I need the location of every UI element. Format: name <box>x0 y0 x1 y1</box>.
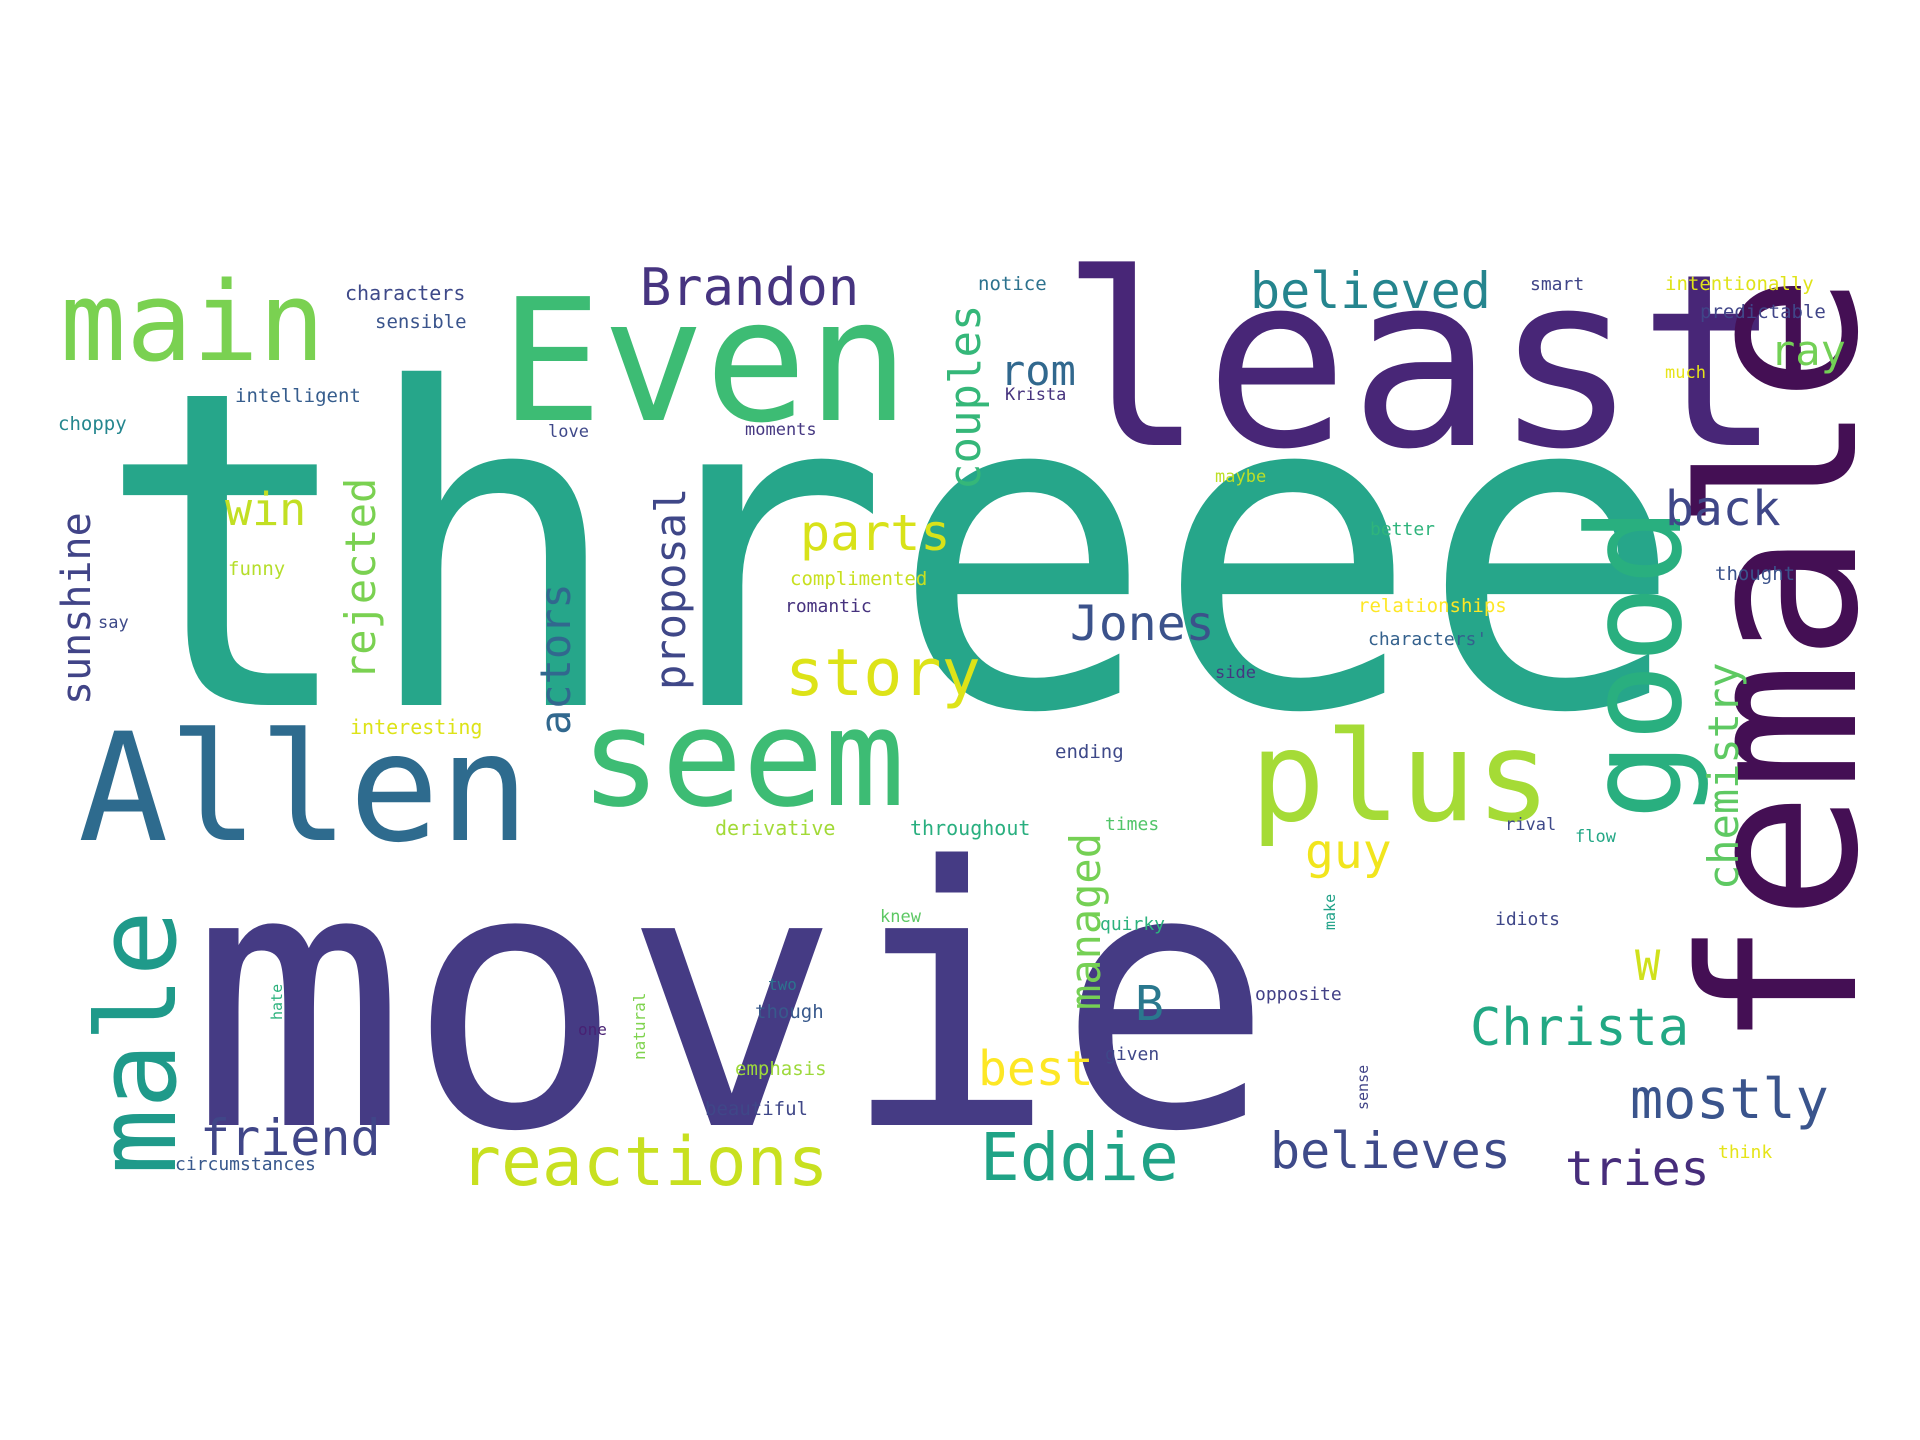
word-given: given <box>1105 1044 1159 1065</box>
word-plus: plus <box>1250 705 1551 850</box>
word-rejected: rejected <box>336 478 385 680</box>
word-funny: funny <box>228 558 285 580</box>
word-characters: characters <box>345 281 465 305</box>
word-friend: friend <box>200 1109 381 1167</box>
word-though: though <box>755 1001 824 1023</box>
word-quirky: quirky <box>1100 914 1165 935</box>
word-eddie: Eddie <box>980 1119 1179 1196</box>
word-two: two <box>768 975 797 994</box>
word-mostly: mostly <box>1630 1067 1829 1131</box>
word-circumstances: circumstances <box>175 1154 316 1175</box>
word-intentionally: intentionally <box>1665 273 1814 295</box>
word-back: back <box>1665 481 1781 537</box>
word-smart: smart <box>1530 274 1584 295</box>
word-flow: flow <box>1575 827 1617 847</box>
word-best: best <box>978 1041 1094 1097</box>
word-movie: movie <box>190 791 1274 1210</box>
word-parts: parts <box>800 504 951 562</box>
word-complimented: complimented <box>790 568 927 590</box>
word-love: love <box>548 422 589 442</box>
word-relationships: relationships <box>1358 595 1507 617</box>
word-much: much <box>1665 363 1706 383</box>
word-knew: knew <box>880 907 922 927</box>
word-thought: thought <box>1715 563 1795 585</box>
word-proposal: proposal <box>646 488 695 690</box>
word-make: make <box>1321 894 1339 930</box>
word-ending: ending <box>1055 741 1124 763</box>
word-reactions: reactions <box>460 1123 828 1202</box>
word-romantic: romantic <box>785 596 872 617</box>
word-guy: guy <box>1305 824 1392 880</box>
word-think: think <box>1718 1142 1772 1163</box>
word-times: times <box>1105 814 1159 835</box>
word-maybe: maybe <box>1215 467 1266 487</box>
word-ray: ray <box>1770 326 1846 375</box>
word-interesting: interesting <box>350 715 482 739</box>
word-intelligent: intelligent <box>235 385 361 407</box>
word-throughout: throughout <box>910 816 1030 840</box>
word-opposite: opposite <box>1255 984 1342 1005</box>
word-couples: couples <box>940 305 991 490</box>
word-believes: believes <box>1270 1122 1511 1180</box>
word-female: female <box>1655 273 1906 1050</box>
word-side: side <box>1215 663 1256 683</box>
word-rival: rival <box>1505 815 1556 835</box>
word-story: story <box>785 636 981 711</box>
word-w: W <box>1635 941 1661 990</box>
word-better: better <box>1370 519 1435 540</box>
word-characters: characters' <box>1368 629 1487 650</box>
word-idiots: idiots <box>1495 909 1560 930</box>
word-beautiful: beautiful <box>705 1098 808 1120</box>
word-derivative: derivative <box>715 816 835 840</box>
word-moments: moments <box>745 420 817 440</box>
word-threee: threee <box>95 297 1684 809</box>
word-natural: natural <box>630 993 649 1060</box>
word-win: win <box>225 483 306 536</box>
word-rom: rom <box>1000 346 1076 395</box>
word-main: main <box>60 258 325 386</box>
word-seem: seem <box>580 680 905 837</box>
word-notice: notice <box>978 273 1047 295</box>
word-actors: actors <box>531 583 580 735</box>
word-tries: tries <box>1565 1141 1710 1197</box>
word-sunshine: sunshine <box>54 512 100 705</box>
word-hate: hate <box>268 984 286 1020</box>
word-christa: Christa <box>1470 998 1689 1058</box>
word-choppy: choppy <box>58 413 127 435</box>
word-managed: managed <box>1061 833 1110 1010</box>
word-sense: sense <box>1354 1065 1372 1110</box>
word-predictable: predictable <box>1700 301 1826 323</box>
word-believed: believed <box>1250 262 1491 320</box>
word-brandon: Brandon <box>640 258 859 318</box>
word-one: one <box>578 1020 607 1039</box>
word-b: B <box>1135 976 1164 1032</box>
word-chemistry: chemistry <box>1699 662 1748 890</box>
word-krista: Krista <box>1005 385 1066 405</box>
word-jones: Jones <box>1070 596 1215 652</box>
word-male: male <box>73 910 201 1175</box>
word-emphasis: emphasis <box>735 1058 827 1080</box>
word-allen: Allen <box>78 702 530 876</box>
word-sensible: sensible <box>375 311 467 333</box>
word-good: good <box>1559 507 1711 820</box>
word-say: say <box>98 613 129 633</box>
word-least: least <box>1060 222 1782 502</box>
word-even: Even <box>500 263 909 461</box>
